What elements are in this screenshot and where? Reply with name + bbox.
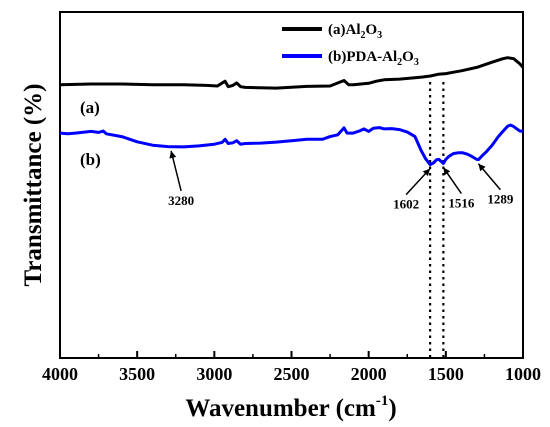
x-axis-ticks: 4000 3500 3000 2500 2000 1500 1000 (42, 351, 541, 384)
annotation-arrowhead-1289 (478, 163, 486, 172)
series-layer (59, 56, 525, 167)
x-tick-label-2500: 2500 (274, 364, 310, 384)
x-tick-label-1000: 1000 (505, 364, 541, 384)
x-tick-label-3500: 3500 (119, 364, 155, 384)
dotted-reference-lines (428, 82, 445, 358)
legend: (a)Al2O3 (b)PDA-Al2O3 (282, 22, 419, 68)
curve-label-b: (b) (80, 150, 101, 169)
curve-label-a: (a) (80, 98, 100, 117)
annotation-label-3280: 3280 (168, 193, 194, 208)
annotation-arrowhead-3280 (169, 150, 177, 159)
series-line-a (59, 56, 525, 90)
annotation-label-1289: 1289 (487, 192, 514, 207)
annotation-label-1516: 1516 (448, 196, 475, 211)
annotation-arrowhead-1602 (422, 168, 431, 177)
x-axis-title: Wavenumber (cm-1) (185, 393, 396, 422)
annotation-layer: 3280 1602 1516 1289 (168, 150, 514, 212)
legend-label-a: (a)Al2O3 (328, 22, 382, 41)
annotation-label-1602: 1602 (393, 197, 419, 212)
plot-frame (59, 11, 524, 359)
x-tick-label-3000: 3000 (196, 364, 232, 384)
legend-label-b: (b)PDA-Al2O3 (328, 49, 419, 68)
x-tick-label-1500: 1500 (428, 364, 464, 384)
x-tick-label-4000: 4000 (42, 364, 78, 384)
annotation-arrowhead-1516 (443, 167, 451, 176)
x-tick-label-2000: 2000 (351, 364, 387, 384)
y-axis-title: Transmittance (%) (20, 84, 47, 287)
series-line-b (59, 123, 524, 167)
